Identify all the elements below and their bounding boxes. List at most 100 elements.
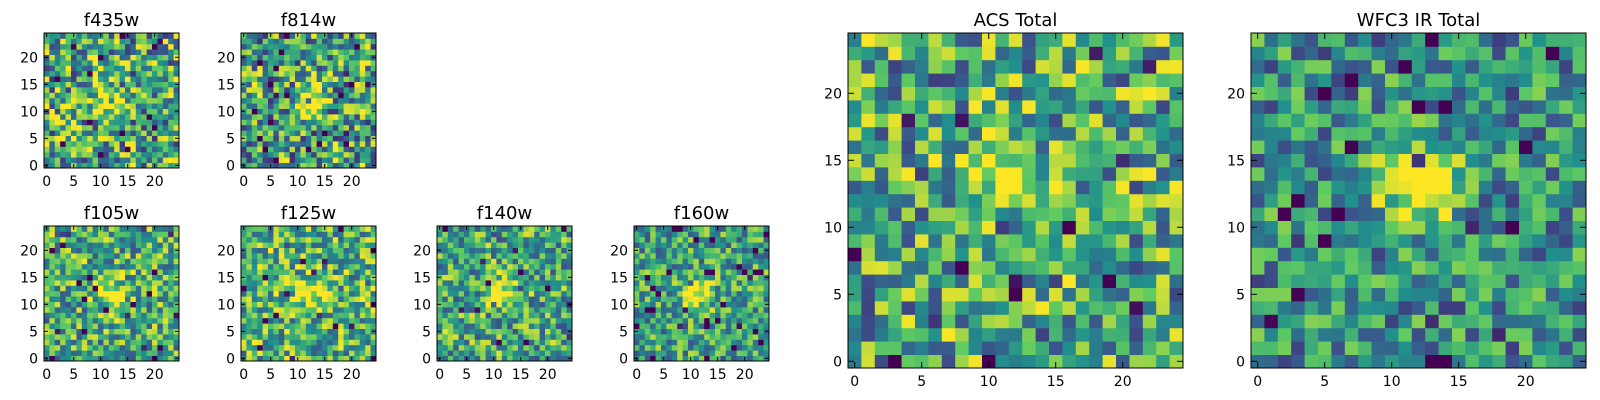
heatmap-cell [268, 242, 274, 248]
heatmap-cell [262, 307, 269, 313]
heatmap-cell [300, 350, 307, 356]
heatmap-cell [747, 328, 754, 335]
heatmap-cell [1572, 260, 1587, 275]
heatmap-cell [1169, 260, 1184, 275]
heatmap-cell [915, 100, 929, 114]
heatmap-cell [278, 290, 285, 297]
heatmap-cell [1022, 86, 1036, 101]
heatmap-cell [1291, 354, 1305, 369]
heatmap-cell [550, 301, 557, 308]
heatmap-cell [1559, 167, 1573, 181]
heatmap-cell [639, 323, 646, 329]
heatmap-cell [1251, 341, 1265, 355]
heatmap-cell [141, 344, 147, 351]
heatmap-cell [742, 258, 748, 265]
heatmap-cell [1035, 341, 1050, 355]
heatmap-cell [316, 157, 323, 163]
heatmap-cell [709, 285, 716, 292]
heatmap-cell [370, 43, 377, 50]
heatmap-cell [518, 263, 524, 270]
heatmap-cell [322, 151, 328, 158]
heatmap-cell [550, 269, 557, 275]
heatmap-cell [54, 33, 61, 39]
heatmap-cell [464, 247, 470, 254]
heatmap-cell [1089, 354, 1103, 369]
x-tick-label: 10 [92, 174, 110, 190]
heatmap-cell [1075, 167, 1090, 181]
heatmap-cell [523, 231, 530, 238]
heatmap-cell [305, 247, 312, 254]
heatmap-cell [715, 274, 721, 281]
heatmap-cell [1545, 234, 1560, 248]
heatmap-cell [704, 231, 710, 238]
heatmap-cell [1545, 180, 1560, 195]
heatmap-cell [316, 280, 323, 286]
heatmap-cell [1572, 327, 1587, 342]
heatmap-cell [523, 258, 530, 265]
heatmap-cell [365, 38, 371, 45]
heatmap-cell [1572, 274, 1587, 288]
heatmap-cell [162, 312, 169, 319]
heatmap-cell [173, 323, 180, 329]
heatmap-cell [173, 151, 180, 158]
heatmap-cell [915, 46, 929, 61]
heatmap-cell [87, 290, 93, 297]
heatmap-cell [65, 296, 72, 302]
heatmap-cell [1089, 140, 1103, 154]
heatmap-cell [241, 253, 247, 259]
heatmap-cell [1318, 207, 1332, 221]
heatmap-cell [518, 312, 524, 319]
heatmap-cell [370, 87, 377, 93]
heatmap-cell [332, 323, 339, 329]
heatmap-cell [742, 307, 748, 313]
heatmap-cell [682, 274, 689, 281]
heatmap-cell [349, 290, 355, 297]
heatmap-cell [305, 253, 312, 259]
heatmap-cell [861, 314, 876, 329]
heatmap-cell [1572, 354, 1587, 369]
heatmap-cell [1505, 287, 1520, 302]
heatmap-cell [332, 226, 339, 232]
heatmap-cell [982, 167, 996, 181]
heatmap-cell [246, 124, 253, 131]
heatmap-cell [98, 280, 104, 286]
heatmap-cell [915, 86, 929, 101]
heatmap-cell [300, 263, 307, 270]
heatmap-cell [365, 355, 371, 362]
heatmap-cell [87, 334, 93, 340]
heatmap-cell [257, 301, 263, 308]
heatmap-cell [300, 226, 307, 232]
heatmap-cell [704, 355, 710, 362]
heatmap-cell [968, 314, 983, 329]
heatmap-cell [92, 355, 99, 362]
heatmap-cell [1505, 220, 1520, 235]
heatmap-cell [752, 344, 759, 351]
heatmap-cell [273, 103, 280, 109]
heatmap-cell [1062, 59, 1077, 74]
heatmap-cell [365, 92, 371, 99]
heatmap-cell [60, 350, 66, 356]
heatmap-cell [982, 113, 996, 128]
heatmap-cell [1035, 100, 1050, 114]
heatmap-cell [284, 344, 290, 351]
heatmap-cell [661, 269, 667, 275]
heatmap-cell [295, 141, 301, 147]
heatmap-cell [1291, 341, 1305, 355]
plot-frame [43, 225, 180, 362]
heatmap-cell [338, 87, 344, 93]
heatmap-cell [157, 108, 164, 115]
heatmap-cell [370, 60, 377, 66]
heatmap-cell [251, 231, 258, 238]
heatmap-cell [289, 135, 296, 142]
heatmap-cell [81, 280, 88, 286]
heatmap-cell [480, 242, 486, 248]
heatmap-cell [874, 46, 889, 61]
heatmap-cell [338, 350, 344, 356]
heatmap-cell [1478, 247, 1493, 262]
heatmap-cell [1102, 260, 1117, 275]
heatmap-cell [316, 274, 323, 281]
heatmap-cell [108, 60, 115, 66]
heatmap-cell [338, 226, 344, 232]
heatmap-cell [108, 92, 115, 99]
heatmap-cell [54, 146, 61, 153]
